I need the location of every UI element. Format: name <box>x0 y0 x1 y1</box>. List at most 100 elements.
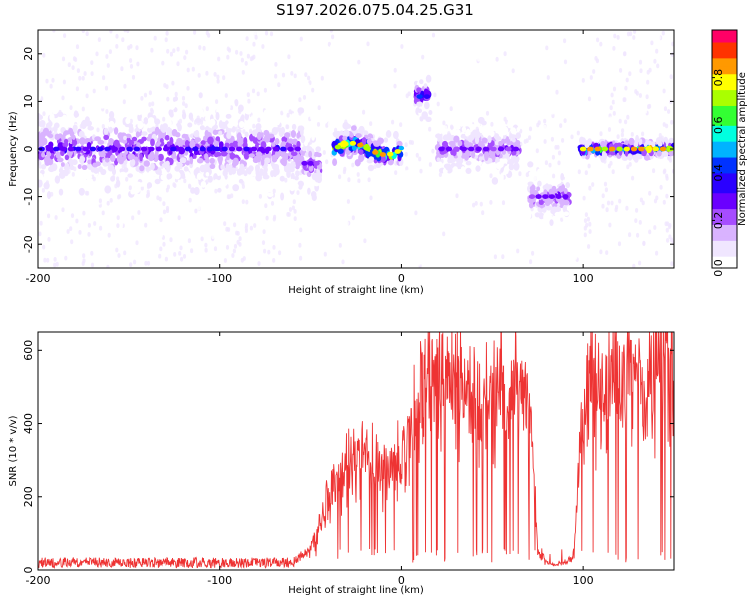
spectrogram-cell <box>162 209 167 215</box>
spectrogram-cell <box>82 146 89 152</box>
spectrogram-cell <box>431 212 435 218</box>
spectrogram-cell <box>316 75 320 80</box>
spectrogram-cell <box>546 75 550 80</box>
spectrogram-cell <box>362 109 366 115</box>
spectrogram-cell <box>270 181 275 188</box>
spectrogram-cell <box>78 75 82 81</box>
spectrogram-cell <box>609 146 616 152</box>
spectrogram-cell <box>632 263 636 268</box>
spectrogram-cell <box>114 110 120 118</box>
spectrogram-cell <box>557 60 561 66</box>
snr-plot-area <box>38 332 674 570</box>
spectrogram-cell <box>286 112 290 118</box>
spectrogram-cell <box>565 182 570 189</box>
spectrogram-cell <box>158 196 162 202</box>
spectrogram-cell <box>115 247 119 253</box>
colorbar-step <box>712 204 737 210</box>
spectrogram-cell <box>53 146 60 152</box>
spectrogram-cell <box>226 54 230 60</box>
spectrogram-cell <box>189 156 194 165</box>
spectrogram-cell <box>316 228 320 233</box>
spectrogram-cell <box>264 132 271 139</box>
colorbar-step <box>712 101 737 106</box>
spectrogram-cell <box>313 247 317 252</box>
spectrogram-cell <box>428 51 432 57</box>
spectrogram-cell <box>300 128 304 137</box>
spectrogram-cell <box>67 62 71 68</box>
spectrogram-cell <box>538 212 545 220</box>
spectrogram-cell <box>385 179 389 184</box>
spectrogram-cell <box>659 146 667 152</box>
spectrogram-cell <box>134 127 141 133</box>
spectrogram-cell <box>603 181 608 187</box>
spectrogram-cell <box>167 117 172 123</box>
spectrogram-cell <box>543 124 547 130</box>
spectrogram-cell <box>633 30 637 34</box>
spectrogram-cell <box>510 127 517 135</box>
spectrogram-cell <box>609 105 613 111</box>
spectrogram-cell <box>78 187 85 196</box>
spectrogram-cell <box>243 137 248 146</box>
spectrogram-cell <box>421 111 429 120</box>
spectrogram-cell <box>242 129 246 134</box>
spectrogram-cell <box>393 83 397 89</box>
spectrogram-cell <box>131 136 138 142</box>
spectrogram-cell <box>496 187 500 193</box>
spectrogram-cell <box>515 132 521 139</box>
spectrogram-cell <box>570 134 574 140</box>
spectrogram-cell <box>453 166 458 172</box>
spectrogram-cell <box>389 46 393 52</box>
spectrogram-cell <box>648 52 652 57</box>
spectrogram-cell <box>83 71 87 76</box>
spectrogram-cell <box>96 127 100 133</box>
spectrogram-cell <box>474 201 478 206</box>
spectrogram-cell <box>138 182 146 187</box>
spectrogram-cell <box>281 136 288 143</box>
spectrogram-cell <box>159 233 163 239</box>
spectrogram-cell <box>61 56 66 62</box>
spectrogram-cell <box>446 201 450 206</box>
spectrogram-cell <box>65 162 70 171</box>
spectrogram-cell <box>436 198 440 203</box>
spectrogram-cell <box>255 123 262 130</box>
snr-y-tick-label: 400 <box>22 413 35 434</box>
spectrogram-cell <box>482 146 490 152</box>
spectrogram-cell <box>92 162 97 168</box>
spectrogram-cell <box>370 264 374 268</box>
spectrogram-cell <box>205 70 209 76</box>
spectrogram-cell <box>148 172 154 179</box>
spectrogram-cell <box>350 263 354 268</box>
spectrogram-cell <box>584 140 590 149</box>
spectrogram-cell <box>177 215 181 221</box>
spectrogram-cell <box>484 154 489 161</box>
spectrogram-cell <box>274 150 281 158</box>
spectrogram-y-tick-label: 10 <box>22 94 35 108</box>
spectrogram-cell <box>601 51 605 56</box>
spectrogram-cell <box>436 101 440 107</box>
spectrogram-cell <box>625 77 629 83</box>
spectrogram-cell <box>601 218 605 224</box>
spectrogram-cell <box>387 218 391 224</box>
spectrogram-cell <box>279 44 283 49</box>
colorbar-step <box>712 172 737 178</box>
colorbar-step <box>712 85 737 91</box>
spectrogram-cell <box>398 145 405 151</box>
spectrogram-cell <box>58 171 66 179</box>
spectrogram-cell <box>330 44 334 50</box>
spectrogram-cell <box>573 83 578 88</box>
spectrogram-cell <box>66 229 70 234</box>
spectrogram-cell <box>57 115 63 122</box>
spectrogram-cell <box>648 103 652 109</box>
spectrogram-cell <box>528 171 533 177</box>
spectrogram-cell <box>665 123 669 129</box>
spectrogram-cell <box>491 109 495 114</box>
spectrogram-cell <box>165 84 169 90</box>
spectrogram-cell <box>460 264 464 268</box>
spectrogram-cell <box>188 184 192 190</box>
spectrogram-cell <box>454 201 458 207</box>
spectrogram-cell <box>198 45 202 50</box>
spectrogram-cell <box>197 107 204 116</box>
spectrogram-cell <box>186 67 190 73</box>
spectrogram-cell <box>216 78 220 84</box>
spectrogram-cell <box>268 175 275 184</box>
